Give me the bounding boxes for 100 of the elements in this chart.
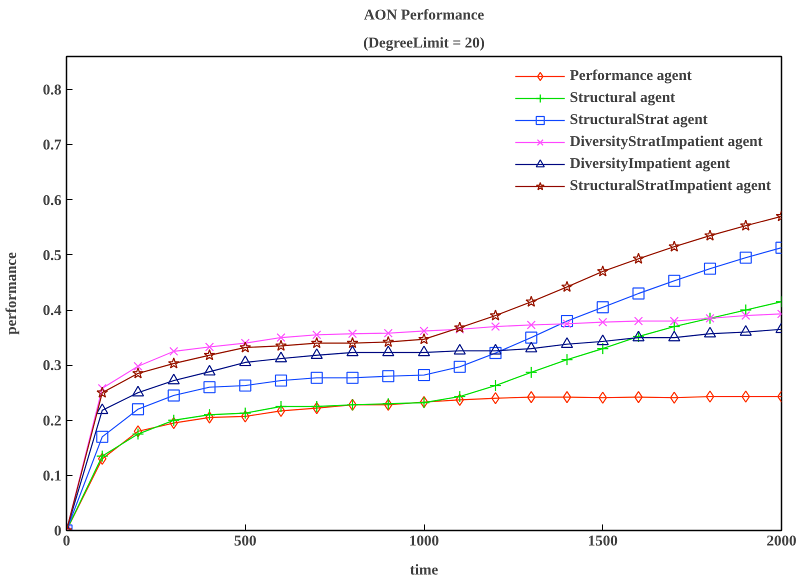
point — [454, 360, 466, 373]
point — [596, 334, 609, 346]
point — [704, 230, 716, 241]
y-tick-label: 0.4 — [42, 303, 62, 320]
point — [596, 342, 609, 355]
x-axis-title: time — [410, 562, 438, 578]
y-tick-label: 0.5 — [42, 248, 62, 264]
y-tick-label: 0.8 — [42, 82, 62, 99]
point — [134, 362, 142, 371]
point — [491, 322, 500, 332]
point — [239, 341, 252, 353]
point — [741, 390, 750, 403]
legend-label: StructuralStratImpatient agent — [570, 176, 771, 196]
point — [418, 368, 430, 382]
point — [203, 408, 216, 421]
point — [134, 425, 142, 438]
y-axis-title: performance — [4, 252, 20, 335]
point — [668, 240, 680, 252]
y-tick-label: 0.3 — [42, 358, 62, 374]
point — [525, 366, 538, 378]
point — [489, 344, 502, 355]
point — [239, 355, 252, 366]
point — [98, 384, 107, 393]
point — [348, 329, 357, 338]
point — [525, 342, 538, 352]
point — [382, 336, 394, 348]
point — [526, 391, 536, 404]
point — [525, 331, 538, 344]
point — [526, 320, 536, 330]
point — [132, 367, 144, 378]
point — [670, 316, 679, 326]
point — [275, 340, 287, 351]
point — [169, 416, 178, 430]
point — [525, 296, 538, 307]
point — [491, 392, 500, 404]
point — [310, 348, 323, 360]
point — [310, 337, 323, 348]
legend-label: DiversityImpatient agent — [570, 154, 730, 174]
legend-label: DiversityStratImpatient agent — [570, 132, 763, 152]
legend-label: Structural agent — [570, 88, 676, 108]
point — [598, 392, 608, 404]
point — [276, 404, 286, 417]
point — [418, 333, 430, 344]
point — [274, 400, 288, 413]
x-tick-label: 1500 — [588, 534, 618, 550]
point — [489, 346, 502, 360]
point — [169, 346, 178, 356]
point — [203, 381, 216, 394]
point — [489, 379, 502, 392]
point — [632, 287, 645, 300]
point — [454, 390, 466, 403]
point — [418, 346, 430, 356]
point — [205, 342, 214, 352]
point — [132, 428, 144, 440]
y-tick-label: 0.7 — [42, 138, 62, 154]
point — [668, 330, 680, 342]
point — [740, 252, 752, 264]
point — [274, 352, 288, 362]
point — [168, 389, 180, 402]
chart-title: AON Performance — [364, 8, 485, 24]
point — [490, 309, 502, 321]
point — [382, 346, 394, 356]
point — [598, 318, 608, 327]
point — [634, 316, 643, 326]
point — [240, 410, 250, 423]
point — [239, 379, 252, 392]
chart-subtitle: (DegreeLimit = 20) — [363, 36, 485, 52]
point — [668, 274, 680, 287]
y-tick-label: 0.6 — [42, 192, 62, 209]
point — [96, 450, 108, 462]
point — [384, 328, 393, 338]
point — [346, 346, 359, 356]
point — [96, 386, 108, 398]
point — [704, 326, 716, 338]
point — [561, 280, 573, 292]
point — [420, 326, 428, 336]
point — [560, 314, 574, 328]
point — [310, 372, 323, 384]
point — [203, 364, 216, 376]
point — [168, 357, 180, 369]
point — [96, 430, 108, 443]
point — [740, 220, 752, 231]
y-tick-label: 0 — [54, 524, 62, 540]
point — [560, 337, 574, 348]
point — [274, 374, 288, 387]
point — [704, 262, 716, 275]
point — [454, 344, 466, 355]
point — [239, 407, 252, 420]
legend-label: StructuralStrat agent — [570, 110, 708, 130]
point — [312, 330, 322, 340]
point — [740, 304, 752, 316]
point — [168, 374, 180, 384]
point — [168, 414, 180, 426]
point — [96, 403, 108, 414]
y-tick-label: 0.1 — [42, 468, 62, 484]
point — [132, 403, 144, 416]
point — [346, 372, 359, 384]
point — [455, 394, 464, 406]
point — [634, 391, 643, 404]
legend-label: Performance agent — [570, 66, 692, 86]
